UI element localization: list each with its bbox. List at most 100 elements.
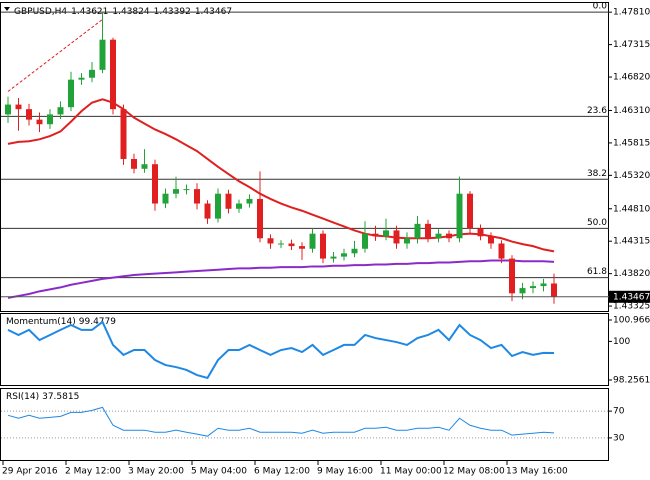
- candle-body: [320, 233, 326, 259]
- y-tick-label: 1.43820: [613, 269, 650, 279]
- y-tick-label: 98.2561: [613, 376, 650, 386]
- y-tick-label: 1.45815: [613, 138, 650, 148]
- moving-average: [7, 259, 555, 299]
- y-tick-label: 1.44315: [613, 237, 650, 247]
- candle-body: [246, 198, 253, 204]
- candle-body: [194, 189, 200, 204]
- candle-body: [362, 233, 368, 249]
- y-tick-label: 1.44810: [613, 204, 650, 214]
- y-tick-label: 70: [613, 407, 625, 417]
- candle-body: [456, 193, 463, 239]
- candle-body: [162, 193, 169, 204]
- candle-body: [393, 230, 400, 244]
- indicator-value: 37.5815: [42, 392, 79, 402]
- fib-label: 23.6: [587, 106, 607, 116]
- candle-body: [225, 193, 232, 209]
- fib-label: 38.2: [587, 169, 607, 179]
- candle-body: [519, 288, 526, 294]
- rsi-pane: [0, 388, 609, 461]
- x-tick-label: 12 May 08:00: [443, 467, 505, 477]
- candle-body: [341, 253, 347, 257]
- y-tick-label: 1.45320: [613, 171, 650, 181]
- candle-body: [530, 286, 536, 289]
- candle-body: [89, 69, 95, 78]
- candle-body: [204, 203, 211, 219]
- candle-body: [425, 223, 431, 239]
- candle-body: [540, 283, 547, 287]
- last-price-label: 1.43467: [613, 292, 650, 302]
- candle-body: [383, 230, 389, 237]
- candle-body: [152, 164, 158, 204]
- candle-body: [173, 189, 179, 194]
- y-tick-label: 1.43325: [613, 302, 650, 312]
- indicator-line: [7, 406, 555, 437]
- x-tick-label: 13 May 16:00: [506, 467, 568, 477]
- candle-body: [99, 39, 106, 70]
- header-low: 1.43392: [154, 7, 191, 17]
- candle-body: [15, 104, 22, 110]
- candle-body: [446, 233, 452, 239]
- y-tick-label: 30: [613, 433, 625, 443]
- y-tick-label: 1.47810: [613, 8, 650, 18]
- candle-body: [351, 248, 358, 254]
- x-tick-label: 6 May 12:00: [254, 467, 310, 477]
- candle-body: [78, 77, 85, 80]
- candle-body: [57, 107, 64, 115]
- header-high: 1.43824: [112, 7, 149, 17]
- candle-body: [488, 236, 494, 244]
- candle-body: [288, 243, 295, 247]
- candle-body: [36, 119, 43, 125]
- candle-body: [141, 164, 148, 169]
- candle-body: [477, 228, 484, 237]
- menu-arrow: [4, 7, 10, 11]
- y-tick-label: 1.47315: [613, 40, 650, 50]
- x-tick-label: 5 May 04:00: [191, 467, 247, 477]
- candle-body: [26, 109, 32, 120]
- fib-label: 50.0: [587, 218, 607, 228]
- candle-body: [267, 238, 274, 244]
- x-tick-label: 2 May 12:00: [65, 467, 121, 477]
- candle-body: [120, 109, 127, 159]
- candle-body: [330, 256, 337, 259]
- candle-body: [278, 243, 284, 245]
- candle-body: [236, 203, 242, 209]
- last-price-box: [609, 290, 650, 303]
- x-tick-label: 9 May 16:00: [317, 467, 373, 477]
- candle-body: [215, 193, 221, 219]
- candle-body: [110, 39, 116, 110]
- candle-body: [509, 258, 515, 294]
- candle-body: [5, 104, 11, 115]
- candle-body: [68, 79, 74, 108]
- candle-body: [309, 233, 316, 249]
- fib-label: 0.0: [593, 2, 608, 12]
- candle-body: [435, 233, 442, 239]
- fib-label: 61.8: [587, 267, 607, 277]
- indicator-value: 99.4779: [79, 317, 116, 327]
- candle-body: [257, 198, 263, 239]
- candle-body: [498, 243, 505, 259]
- candle-body: [299, 246, 305, 249]
- y-tick-label: 100.9665: [613, 316, 650, 326]
- header-close: 1.43467: [195, 7, 232, 17]
- indicator-name: Momentum(14): [6, 317, 76, 327]
- main-pane: [0, 2, 609, 312]
- y-tick-label: 100: [613, 337, 630, 347]
- header-open: 1.43621: [71, 7, 108, 17]
- candle-body: [183, 189, 190, 191]
- momentum-pane: [0, 313, 609, 386]
- y-tick-label: 1.46310: [613, 106, 650, 116]
- x-tick-label: 11 May 00:00: [380, 467, 442, 477]
- indicator-name: RSI(14): [6, 392, 39, 402]
- moving-average: [7, 98, 555, 253]
- candle-body: [47, 114, 53, 125]
- header: GBPUSD,H4 1.43621 1.43824 1.43392 1.43467: [14, 7, 232, 17]
- x-tick-label: 29 Apr 2016: [2, 467, 58, 477]
- candle-body: [551, 283, 557, 297]
- momentum-title: Momentum(14) 99.4779: [6, 317, 116, 327]
- candle-body: [467, 193, 473, 229]
- rsi-title: RSI(14) 37.5815: [6, 392, 79, 402]
- candle-body: [414, 223, 421, 239]
- candle-body: [131, 158, 137, 169]
- indicator-line: [7, 320, 555, 380]
